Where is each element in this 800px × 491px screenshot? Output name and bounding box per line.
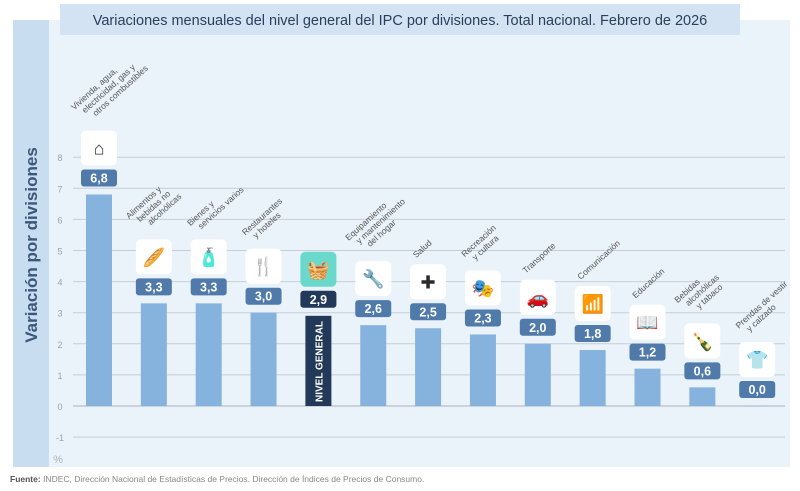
bar	[689, 387, 716, 406]
value-label: 2,6	[365, 302, 382, 316]
icon-box	[519, 279, 556, 315]
value-badge	[519, 318, 556, 336]
y-tick-label: 8	[57, 153, 62, 163]
bar	[360, 325, 387, 406]
value-label: 0,0	[749, 383, 766, 397]
source-note: Fuente: INDEC, Dirección Nacional de Est…	[10, 474, 424, 484]
bar	[86, 194, 112, 406]
bar	[579, 350, 606, 406]
bar	[524, 343, 551, 406]
food-icon: 🥖	[143, 246, 165, 267]
value-badge	[684, 362, 721, 380]
value-label: 0,6	[694, 364, 711, 378]
value-badge	[190, 278, 227, 296]
icon-box	[300, 251, 337, 287]
value-label: 3,0	[255, 290, 272, 304]
bottle-icon: 🍾	[691, 330, 713, 351]
tshirt-icon: 👕	[746, 350, 768, 370]
basket-icon: 🧺	[307, 260, 329, 280]
icon-box	[190, 239, 227, 275]
y-tick-label: 7	[57, 184, 62, 194]
title-box	[60, 4, 740, 35]
value-badge	[739, 381, 776, 398]
value-badge	[245, 287, 282, 305]
y-unit-label: %	[53, 454, 63, 466]
value-badge	[574, 325, 611, 343]
icon-box	[135, 239, 172, 275]
bar	[250, 312, 277, 406]
y-axis-label: Variación por divisiones	[22, 147, 41, 343]
value-label: 1,8	[584, 327, 601, 341]
icon-box	[464, 270, 501, 306]
icon-box	[574, 286, 611, 322]
axis-strip	[13, 20, 49, 467]
value-label: 3,3	[145, 280, 162, 294]
icon-box	[355, 261, 392, 297]
bar	[195, 303, 222, 406]
chart-title: Variaciones mensuales del nivel general …	[93, 13, 707, 29]
bar	[469, 334, 496, 406]
car-icon: 🚗	[527, 288, 549, 308]
y-tick-label: 3	[57, 309, 62, 319]
book-icon: 📖	[636, 313, 658, 333]
bar	[744, 406, 771, 407]
value-badge	[355, 300, 392, 318]
highlight-bar-label: NIVEL GENERAL	[314, 321, 325, 402]
icon-box	[684, 323, 721, 359]
value-badge	[135, 278, 172, 296]
health-cross-icon: ✚	[421, 272, 436, 292]
value-label: 2,5	[419, 305, 436, 319]
y-tick-label: 6	[57, 215, 62, 225]
tools-icon: 🔧	[362, 268, 384, 289]
bar	[140, 303, 167, 406]
theater-masks-icon: 🎭	[472, 278, 494, 298]
value-badge	[81, 169, 117, 187]
icon-box	[629, 304, 666, 340]
personal-care-icon: 🧴	[197, 246, 219, 267]
y-tick-label: 1	[57, 371, 62, 381]
value-label: 2,3	[474, 311, 491, 325]
y-tick-label: 5	[57, 247, 62, 257]
value-label: 3,3	[200, 280, 217, 294]
value-label: 2,0	[529, 321, 546, 335]
value-badge	[629, 343, 666, 361]
value-badge	[464, 309, 501, 327]
icon-box	[739, 342, 776, 377]
y-tick-label: 2	[57, 340, 62, 350]
y-tick-label: 0	[57, 402, 62, 412]
icon-box	[245, 248, 282, 284]
bar	[634, 368, 661, 406]
value-label: 6,8	[90, 172, 107, 186]
bar	[415, 328, 442, 406]
restaurant-icon: 🍴	[252, 256, 274, 278]
icon-box	[410, 264, 447, 300]
y-tick-label: 4	[57, 278, 62, 288]
house-energy-icon: ⌂	[94, 139, 105, 159]
value-badge	[410, 303, 447, 321]
value-label: 1,2	[639, 346, 656, 360]
icon-box	[81, 130, 117, 166]
value-badge	[300, 290, 337, 308]
bar	[305, 315, 332, 406]
y-tick-label: -1	[56, 433, 64, 443]
value-label: 2,9	[310, 293, 327, 307]
wifi-icon: 📶	[581, 293, 603, 314]
